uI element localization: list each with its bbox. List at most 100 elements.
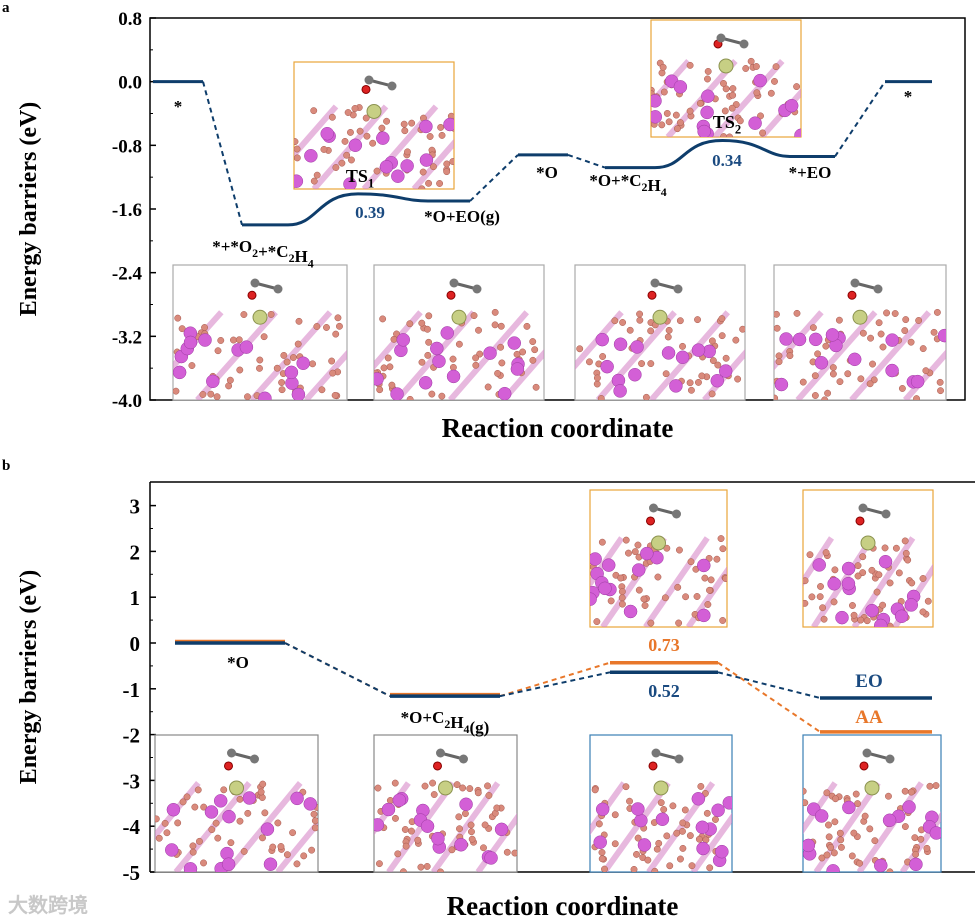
atom-b <box>907 338 915 346</box>
atom-b <box>414 836 422 844</box>
atom-b <box>915 317 923 324</box>
atom-b <box>869 360 876 368</box>
bond <box>601 781 671 872</box>
atom-b <box>661 594 669 602</box>
atom-b <box>631 548 639 556</box>
atom-metal <box>213 794 228 808</box>
single-atom-site <box>652 309 668 325</box>
single-atom-site <box>653 780 669 796</box>
atom-b <box>861 812 869 820</box>
atom-metal <box>258 391 272 400</box>
atom-b <box>617 574 625 582</box>
atom-b <box>817 583 824 590</box>
single-atom-site <box>718 58 734 74</box>
atom-b <box>529 356 537 364</box>
atom-b <box>686 379 694 387</box>
atom-b <box>313 323 321 330</box>
atom-b <box>767 89 775 97</box>
atom-b <box>430 791 438 798</box>
atom-b <box>830 849 838 857</box>
atom-metal <box>779 332 793 346</box>
y-tick-label: -5 <box>123 861 141 885</box>
atom-b <box>694 316 701 324</box>
atom-metal <box>221 857 236 871</box>
atom-b <box>662 370 670 378</box>
atom-b <box>599 353 607 360</box>
atom-b <box>753 89 761 97</box>
atom-b <box>235 336 243 344</box>
connector-dashed <box>202 81 243 226</box>
atom-b <box>771 77 778 85</box>
lattice <box>155 748 318 872</box>
atom-b <box>311 817 318 825</box>
y-axis-label: Energy barriers (eV) <box>16 570 42 785</box>
y-tick-label: 2 <box>130 540 141 564</box>
atom-metal <box>628 367 642 382</box>
atom-b <box>706 864 714 872</box>
atom-b <box>332 330 340 338</box>
connector-dashed <box>469 154 519 202</box>
connector-dashed <box>567 153 606 169</box>
atom-b <box>419 168 427 176</box>
atom-metal <box>718 364 733 378</box>
atom-b <box>720 133 728 137</box>
panel-label-a: a <box>2 0 10 16</box>
carbon-atom <box>651 748 661 758</box>
atom-metal <box>595 332 610 347</box>
atom-b <box>532 383 540 391</box>
atom-b <box>399 868 407 872</box>
atom-metal <box>808 332 823 347</box>
atom-b <box>295 317 303 325</box>
atom-b <box>803 787 807 795</box>
atom-b <box>829 370 837 378</box>
atom-b <box>837 836 845 844</box>
atom-b <box>712 816 719 823</box>
atom-b <box>827 843 835 851</box>
state-label: *+*O2+*C2H4 <box>212 237 314 270</box>
atom-metal <box>902 800 916 814</box>
atom-b <box>484 782 491 790</box>
inset-state-1 <box>172 264 348 401</box>
atom-b <box>394 850 402 858</box>
bond <box>759 88 801 137</box>
atom-b <box>240 847 248 855</box>
carbon-atom <box>885 754 895 764</box>
atom-b <box>722 575 727 583</box>
atom-b <box>664 333 672 341</box>
atom-b <box>236 366 244 374</box>
atom-b <box>214 834 222 842</box>
atom-metal <box>419 119 433 134</box>
atom-b <box>425 338 433 346</box>
atom-b <box>658 121 666 129</box>
atom-b <box>344 109 352 116</box>
atom-b <box>682 593 690 601</box>
atom-metal <box>381 802 396 817</box>
atom-b <box>806 551 814 559</box>
carbon-atom <box>459 754 468 764</box>
atom-b <box>449 363 457 371</box>
atom-b <box>199 391 207 398</box>
atom-b <box>739 325 745 333</box>
bond <box>464 106 536 189</box>
atom-b <box>859 569 867 577</box>
atom-b <box>879 343 887 351</box>
atom-b <box>236 795 244 803</box>
atom-b <box>208 826 216 834</box>
atom-b <box>657 799 665 807</box>
carbon-atom <box>472 284 482 294</box>
atom-b <box>491 321 499 329</box>
atom-b <box>607 597 615 605</box>
atom-metal <box>419 153 434 167</box>
atom-metal <box>290 791 304 806</box>
atom-metal <box>590 592 597 606</box>
atom-b <box>626 326 634 334</box>
atom-b <box>401 127 409 135</box>
atom-b <box>386 363 394 371</box>
atom-metal <box>697 608 711 623</box>
atom-b <box>485 792 493 799</box>
atom-metal <box>885 333 899 347</box>
carbon-atom <box>716 33 726 43</box>
atom-metal <box>183 862 198 872</box>
atom-metal <box>376 131 390 145</box>
atom-metal <box>753 73 767 88</box>
